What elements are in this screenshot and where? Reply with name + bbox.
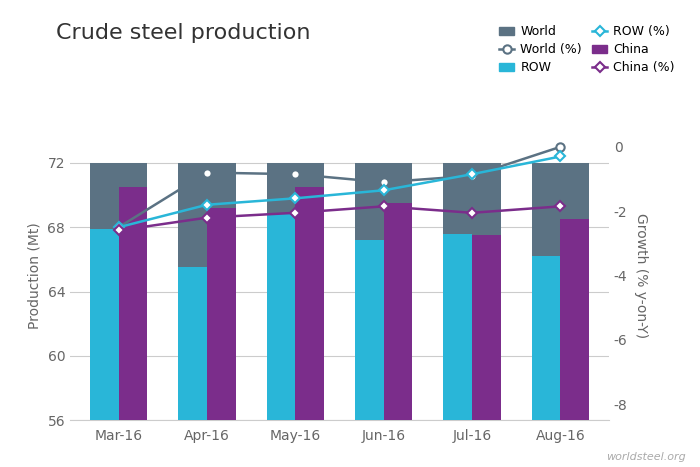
ROW (%) [556, 154, 565, 159]
Bar [178, 163, 236, 467]
Bar [295, 187, 324, 467]
Bar [561, 219, 589, 467]
Bar [90, 229, 118, 467]
ROW (%) [468, 171, 476, 177]
Text: Crude steel production: Crude steel production [56, 23, 311, 43]
Bar [178, 268, 207, 467]
World (%) [291, 171, 300, 177]
World (%) [114, 225, 122, 230]
China (%) [556, 204, 565, 209]
ROW (%) [291, 196, 300, 201]
Bar [267, 213, 295, 467]
Bar [267, 163, 324, 467]
Bar [355, 240, 384, 467]
China (%) [203, 215, 211, 220]
World (%) [379, 179, 388, 185]
Bar [443, 163, 500, 467]
World (%) [468, 173, 476, 178]
China (%) [114, 228, 122, 234]
Line: ROW (%): ROW (%) [115, 153, 564, 231]
Bar [355, 163, 412, 467]
Bar [90, 163, 147, 467]
ROW (%) [203, 202, 211, 207]
Bar [472, 235, 500, 467]
Line: China (%): China (%) [115, 203, 564, 234]
Text: worldsteel.org: worldsteel.org [606, 453, 686, 462]
China (%) [468, 210, 476, 216]
World (%) [203, 170, 211, 176]
Bar [443, 234, 472, 467]
Y-axis label: Production (Mt): Production (Mt) [28, 222, 42, 329]
World (%) [556, 144, 565, 149]
Bar [384, 203, 412, 467]
Bar [207, 208, 236, 467]
China (%) [379, 204, 388, 209]
Bar [532, 163, 589, 467]
ROW (%) [379, 187, 388, 193]
Bar [118, 187, 147, 467]
Line: World (%): World (%) [114, 143, 565, 232]
Legend: World, World (%), ROW, ROW (%), China, China (%): World, World (%), ROW, ROW (%), China, C… [494, 20, 680, 79]
Y-axis label: Growth (% y-on-Y): Growth (% y-on-Y) [634, 213, 648, 338]
Bar [532, 256, 561, 467]
ROW (%) [114, 225, 122, 230]
China (%) [291, 210, 300, 216]
